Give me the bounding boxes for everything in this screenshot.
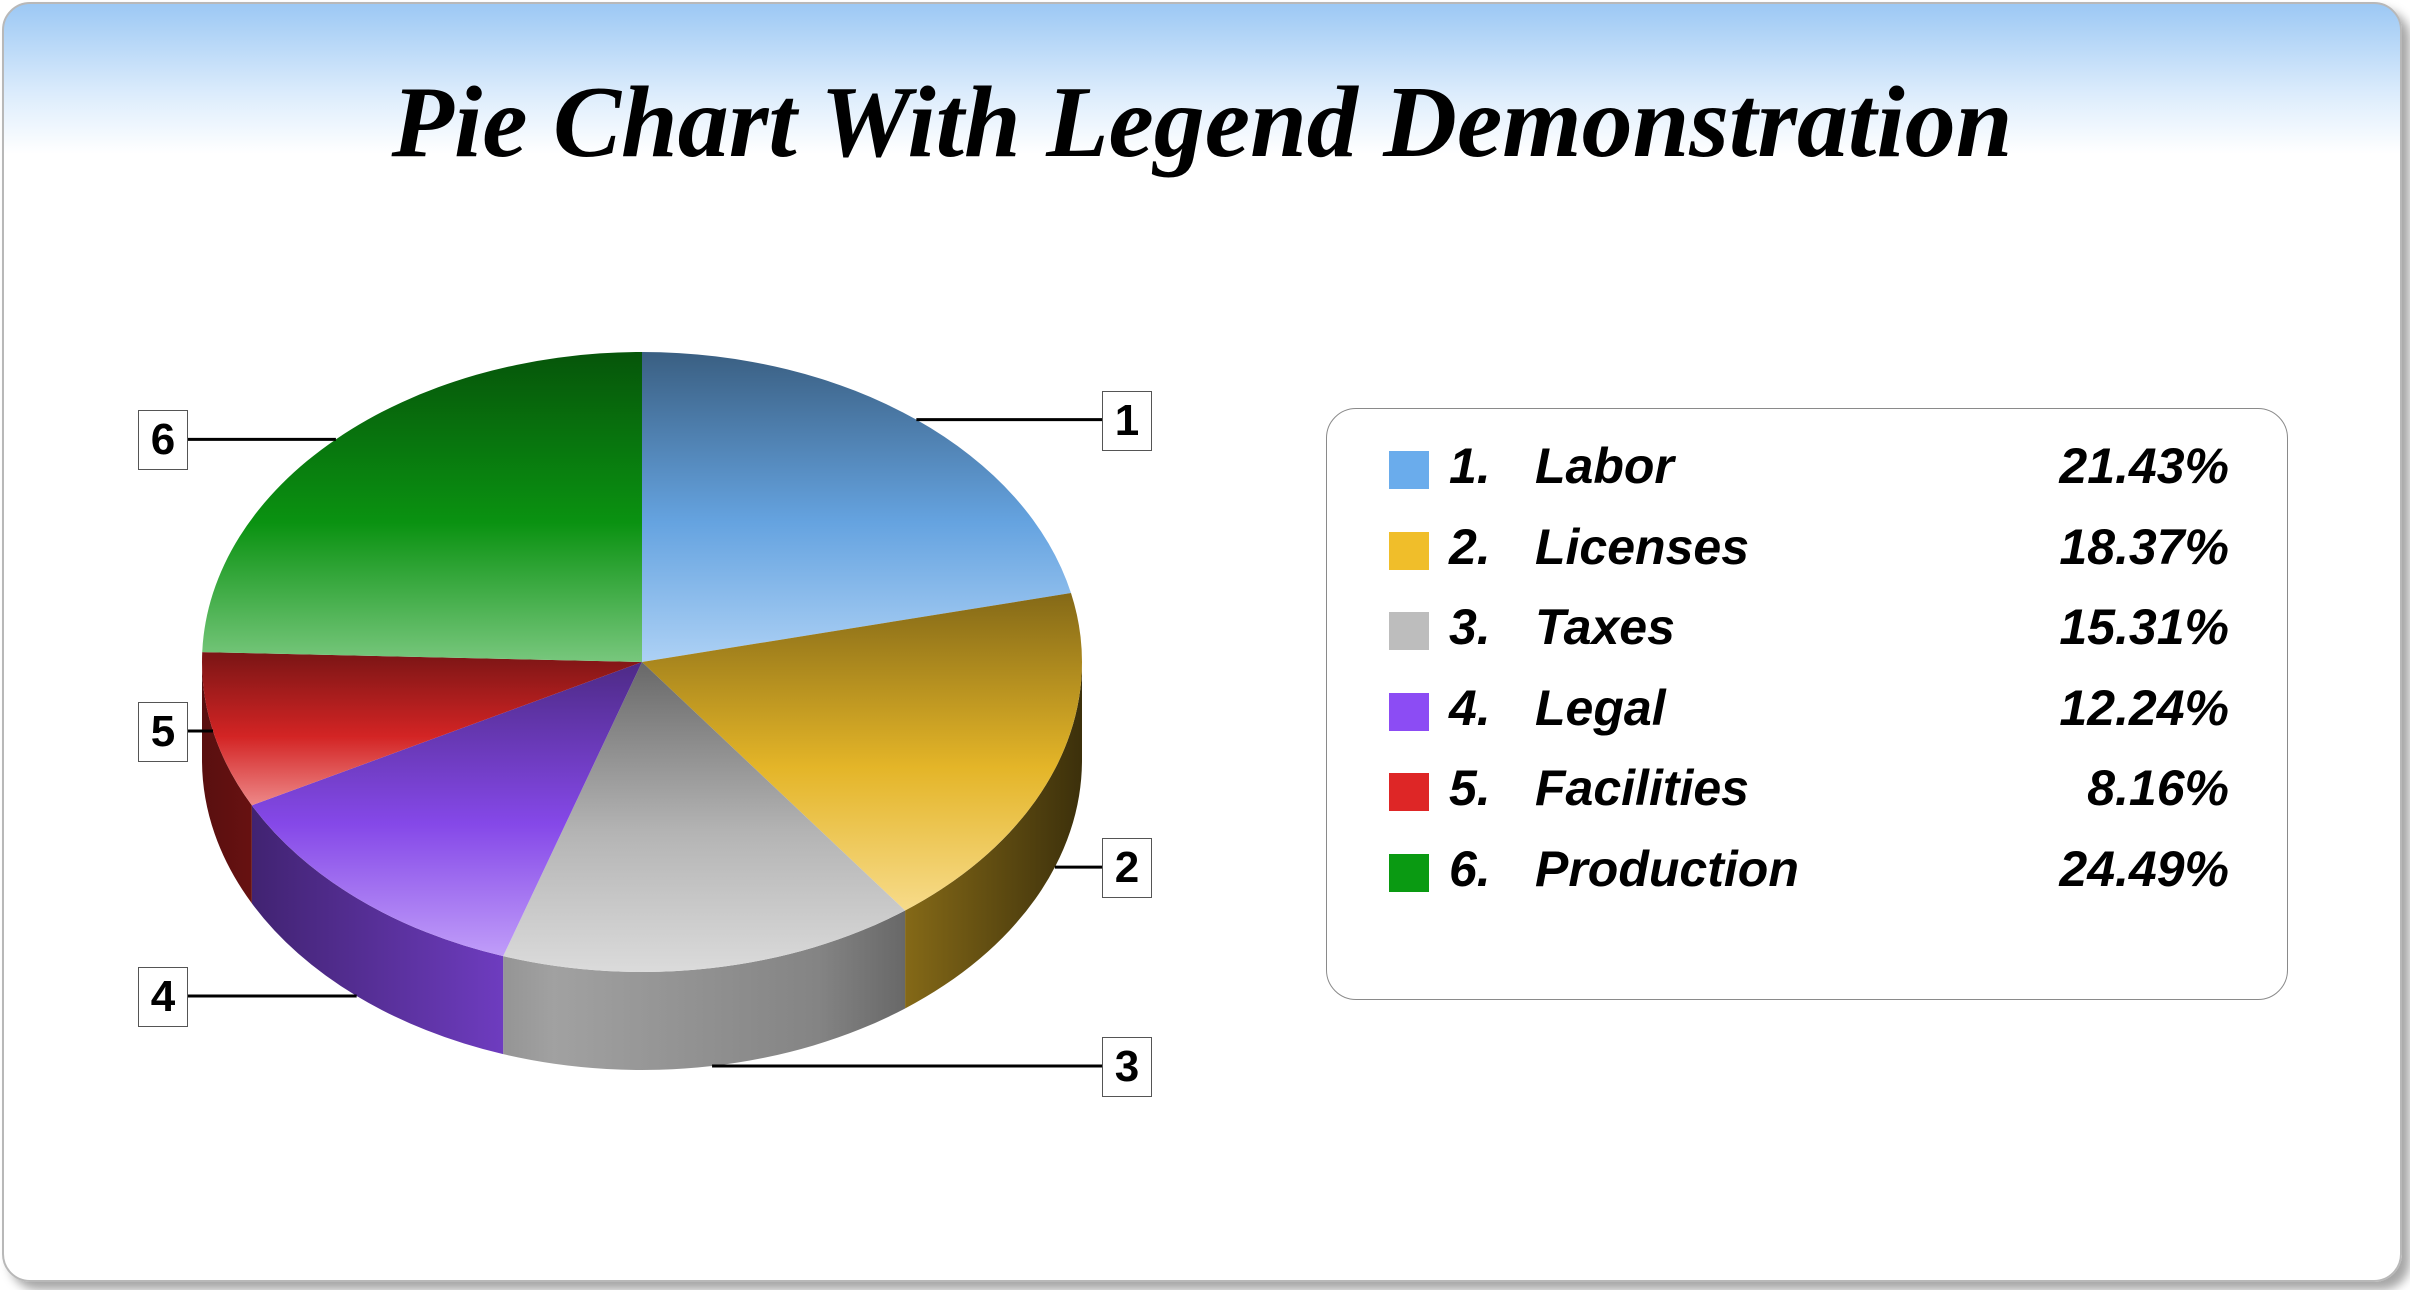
legend-percent: 18.37% bbox=[2059, 518, 2229, 575]
legend-label: Taxes bbox=[1535, 599, 1675, 655]
legend-number: 4. bbox=[1449, 679, 1491, 736]
legend: 1. Labor 21.43% 2. Licenses 18.37% 3. Taxes 15.3… bbox=[1326, 408, 2288, 1000]
legend-percent: 8.16% bbox=[2087, 760, 2229, 816]
legend-item-6: 6. Production 24.49% bbox=[1389, 834, 2229, 904]
legend-swatch bbox=[1389, 531, 1429, 570]
pie-slice-2 bbox=[642, 593, 1082, 911]
legend-percent: 12.24% bbox=[2059, 679, 2229, 736]
legend-item-3: 3. Taxes 15.31% bbox=[1389, 592, 2229, 662]
legend-number: 2. bbox=[1449, 518, 1491, 575]
pie-slice-3 bbox=[503, 662, 906, 973]
legend-percent: 21.43% bbox=[2059, 438, 2229, 494]
legend-item-5: 5. Facilities 8.16% bbox=[1389, 753, 2229, 823]
legend-label: Legal bbox=[1535, 679, 1666, 736]
pie-chart bbox=[186, 352, 1102, 1070]
legend-percent: 24.49% bbox=[2059, 840, 2229, 897]
legend-number: 3. bbox=[1449, 599, 1491, 655]
chart-title: Pie Chart With Legend Demonstration bbox=[391, 66, 2013, 179]
callout-label-2: 2 bbox=[1102, 838, 1152, 899]
pie-slice-1 bbox=[642, 352, 1071, 662]
legend-item-1: 1. Labor 21.43% bbox=[1389, 431, 2229, 501]
callout-label-4: 4 bbox=[138, 966, 188, 1027]
callout-label-6: 6 bbox=[138, 410, 188, 471]
pie-side-2 bbox=[905, 662, 1082, 1009]
legend-item-2: 2. Licenses 18.37% bbox=[1389, 512, 2229, 582]
legend-number: 1. bbox=[1449, 438, 1491, 494]
pie-side-5 bbox=[202, 662, 252, 904]
pie-slice-4 bbox=[251, 662, 642, 957]
callout-label-5: 5 bbox=[138, 701, 188, 762]
legend-number: 6. bbox=[1449, 840, 1491, 897]
legend-number: 5. bbox=[1449, 760, 1491, 816]
callout-label-3: 3 bbox=[1102, 1037, 1152, 1098]
legend-label: Licenses bbox=[1535, 518, 1750, 575]
legend-item-4: 4. Legal 12.24% bbox=[1389, 673, 2229, 743]
legend-swatch bbox=[1389, 692, 1429, 731]
legend-swatch bbox=[1389, 853, 1429, 892]
legend-swatch bbox=[1389, 451, 1429, 489]
legend-swatch bbox=[1389, 773, 1429, 811]
pie-slice-6 bbox=[202, 352, 642, 662]
legend-percent: 15.31% bbox=[2059, 599, 2229, 655]
legend-swatch bbox=[1389, 612, 1429, 650]
legend-label: Production bbox=[1535, 840, 1799, 897]
pie-side-3 bbox=[503, 910, 906, 1070]
pie-side-4 bbox=[251, 805, 504, 1055]
legend-label: Facilities bbox=[1535, 760, 1749, 816]
legend-label: Labor bbox=[1535, 438, 1674, 494]
callout-label-1: 1 bbox=[1102, 390, 1152, 451]
pie-slice-5 bbox=[201, 652, 642, 806]
